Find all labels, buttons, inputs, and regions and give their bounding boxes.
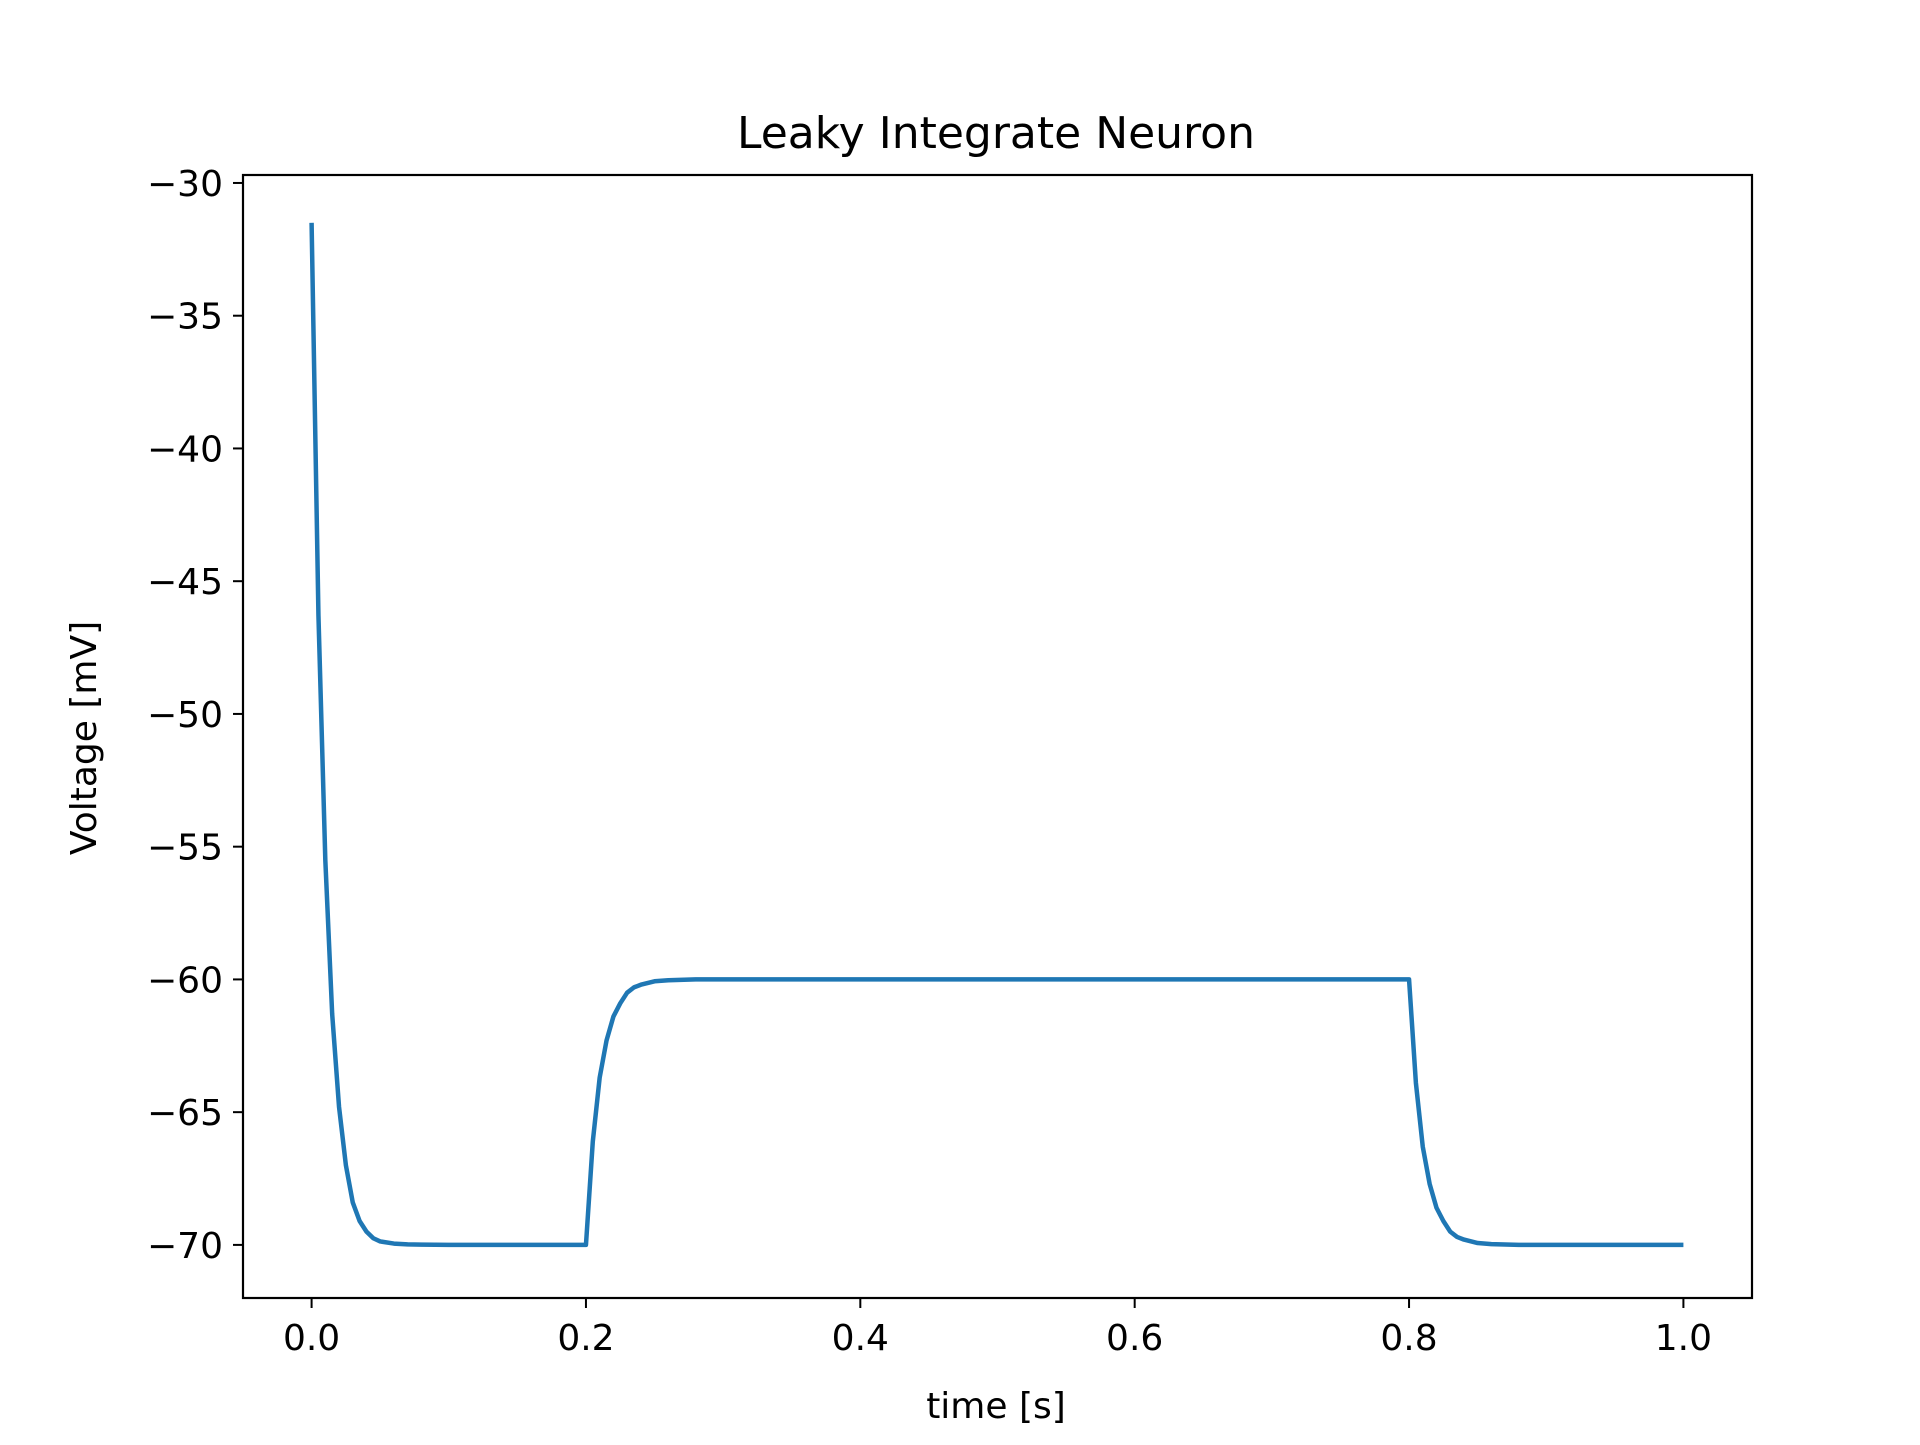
y-tick-label: −55: [147, 828, 223, 869]
series-line-0: [309, 222, 1684, 1248]
x-tick-label: 0.8: [1380, 1318, 1437, 1359]
x-tick-label: 0.0: [283, 1318, 340, 1359]
y-tick-label: −50: [147, 695, 223, 736]
y-tick-label: −30: [147, 164, 223, 205]
y-tick-label: −45: [147, 562, 223, 603]
y-tick-label: −35: [147, 297, 223, 338]
y-axis-label: Voltage [mV]: [64, 621, 105, 855]
y-tick-label: −65: [147, 1093, 223, 1134]
x-tick-label: 0.6: [1106, 1318, 1163, 1359]
y-tick-label: −40: [147, 429, 223, 470]
x-tick-label: 0.4: [832, 1318, 889, 1359]
axes-frame: [241, 173, 1754, 1300]
y-tick-label: −70: [147, 1226, 223, 1267]
x-axis-label: time [s]: [926, 1386, 1066, 1427]
y-tick-label: −60: [147, 960, 223, 1001]
plot-area: 0.0 0.2 0.4 0.6 0.8 1.0 −70 −65 −60 −55 −50 −45 −40 −…: [147, 164, 1754, 1359]
x-tick-label: 0.2: [557, 1318, 614, 1359]
x-tick-label: 1.0: [1655, 1318, 1712, 1359]
chart-title: Leaky Integrate Neuron: [737, 108, 1255, 159]
